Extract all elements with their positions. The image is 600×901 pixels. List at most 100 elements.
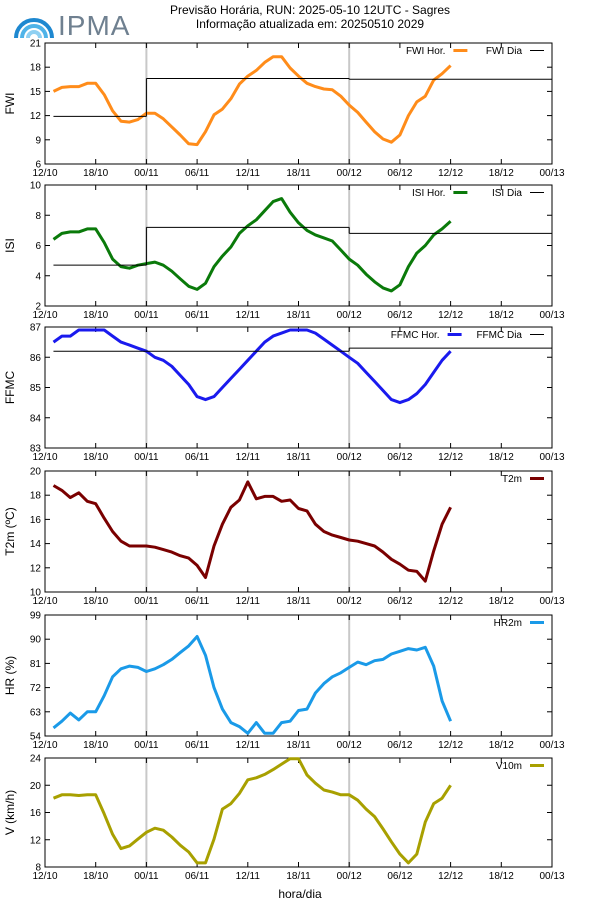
x-tick-label: 12/10: [32, 740, 57, 751]
x-tick-label: 06/11: [185, 596, 210, 607]
chart-title: Previsão Horária, RUN: 2025-05-10 12UTC …: [169, 3, 451, 17]
legend-label: FFMC Hor.: [391, 330, 440, 341]
legend-label: V10m: [496, 761, 522, 772]
legend-label: FWI Hor.: [406, 46, 445, 57]
y-tick-label: 99: [30, 611, 42, 622]
x-tick-label: 18/11: [286, 871, 311, 882]
x-tick-label: 00/13: [539, 168, 564, 179]
x-tick-label: 18/12: [489, 452, 514, 463]
legend-label: FFMC Dia: [476, 330, 522, 341]
panel-fwi: 12/10 18/10 00/11 06/11 12/11 18/11 00/12 06/12…: [3, 39, 565, 180]
x-tick-label: 06/12: [387, 596, 412, 607]
x-tick-label: 12/12: [438, 596, 463, 607]
series-line-t2m: [52, 480, 452, 583]
y-axis-label: T2m (ºC): [3, 507, 17, 555]
x-tick-label: 00/11: [134, 740, 159, 751]
x-tick-label: 12/11: [236, 740, 261, 751]
x-tick-label: 00/11: [134, 168, 159, 179]
x-tick-label: 06/11: [185, 310, 210, 321]
y-tick-label: 14: [30, 539, 42, 550]
y-tick-label: 20: [30, 467, 42, 478]
x-tick-label: 00/12: [337, 740, 362, 751]
y-axis-label: V (km/h): [3, 790, 17, 835]
x-tick-label: 12/11: [236, 310, 261, 321]
legend-label: ISI Dia: [492, 188, 522, 199]
x-tick-label: 06/11: [185, 452, 210, 463]
x-tick-label: 18/10: [83, 452, 108, 463]
plot-frame: [44, 470, 553, 593]
x-tick-label: 18/12: [489, 168, 514, 179]
x-tick-label: 00/13: [539, 871, 564, 882]
y-tick-label: 87: [30, 323, 42, 334]
x-tick-label: 06/12: [387, 740, 412, 751]
x-tick-label: 12/10: [32, 452, 57, 463]
y-tick-label: 72: [30, 683, 42, 694]
panel-v10m: 12/10 18/10 00/11 06/11 12/11 18/11 00/12 06/12…: [3, 754, 565, 883]
y-tick-label: 10: [30, 181, 42, 192]
legend-label: FWI Dia: [486, 46, 523, 57]
x-tick-label: 00/13: [539, 452, 564, 463]
y-tick-label: 18: [30, 491, 42, 502]
x-tick-label: 18/10: [83, 310, 108, 321]
x-tick-label: 06/12: [387, 871, 412, 882]
x-tick-label: 18/12: [489, 871, 514, 882]
x-tick-label: 18/10: [83, 740, 108, 751]
x-tick-label: 12/12: [438, 452, 463, 463]
x-tick-label: 00/12: [337, 452, 362, 463]
plot-frame: [44, 757, 553, 868]
ipma-logo-arcs-icon: [14, 18, 54, 39]
y-tick-label: 2: [35, 302, 41, 313]
series-line-fwi: [52, 55, 452, 147]
x-tick-label: 12/12: [438, 168, 463, 179]
x-tick-label: 12/10: [32, 168, 57, 179]
y-tick-label: 12: [30, 563, 42, 574]
plot-frame: [44, 42, 553, 165]
y-tick-label: 10: [30, 588, 42, 599]
chart-title-block: Previsão Horária, RUN: 2025-05-10 12UTC …: [0, 3, 600, 31]
y-tick-label: 12: [30, 835, 42, 846]
y-tick-label: 20: [30, 781, 42, 792]
x-tick-label: 06/12: [387, 168, 412, 179]
x-tick-label: 12/12: [438, 310, 463, 321]
panel-hr2m: 12/10 18/10 00/11 06/11 12/11 18/11 00/12 06/12…: [3, 611, 565, 752]
legend-label: ISI Hor.: [412, 188, 445, 199]
x-tick-label: 12/11: [236, 452, 261, 463]
plot-frame: [44, 184, 553, 307]
x-tick-label: 00/11: [134, 452, 159, 463]
x-tick-label: 18/12: [489, 310, 514, 321]
x-tick-label: 00/11: [134, 596, 159, 607]
y-tick-label: 6: [35, 241, 41, 252]
y-tick-label: 90: [30, 635, 42, 646]
y-tick-label: 54: [30, 732, 42, 743]
legend-label: HR2m: [494, 618, 522, 629]
series-line-v10m: [52, 757, 452, 865]
x-tick-label: 18/11: [286, 596, 311, 607]
series-line-isi: [52, 197, 452, 293]
x-tick-label: 12/10: [32, 596, 57, 607]
y-tick-label: 63: [30, 707, 42, 718]
y-tick-label: 85: [30, 383, 42, 394]
x-tick-label: 00/12: [337, 168, 362, 179]
x-tick-label: 18/10: [83, 871, 108, 882]
y-tick-label: 15: [30, 87, 42, 98]
y-tick-label: 83: [30, 444, 42, 455]
y-tick-label: 8: [35, 863, 41, 874]
x-tick-label: 06/12: [387, 310, 412, 321]
x-tick-label: 00/11: [134, 310, 159, 321]
panel-t2m: 12/10 18/10 00/11 06/11 12/11 18/11 00/12 06/12…: [3, 467, 565, 608]
x-tick-label: 06/11: [185, 740, 210, 751]
x-tick-label: 18/10: [83, 168, 108, 179]
y-tick-label: 12: [30, 111, 42, 122]
x-tick-label: 00/11: [134, 871, 159, 882]
x-tick-label: 06/11: [185, 871, 210, 882]
y-axis-label: FWI: [3, 93, 17, 115]
x-tick-label: 00/12: [337, 596, 362, 607]
logo-wordmark: IPMA: [58, 10, 131, 41]
y-tick-label: 84: [30, 413, 42, 424]
chart-subtitle: Informação atualizada em: 20250510 2029: [195, 17, 425, 31]
y-axis-label: FFMC: [3, 371, 17, 405]
panel-isi: 12/10 18/10 00/11 06/11 12/11 18/11 00/12 06/12…: [3, 181, 565, 322]
x-tick-label: 00/13: [539, 310, 564, 321]
plot-frame: [44, 326, 553, 449]
